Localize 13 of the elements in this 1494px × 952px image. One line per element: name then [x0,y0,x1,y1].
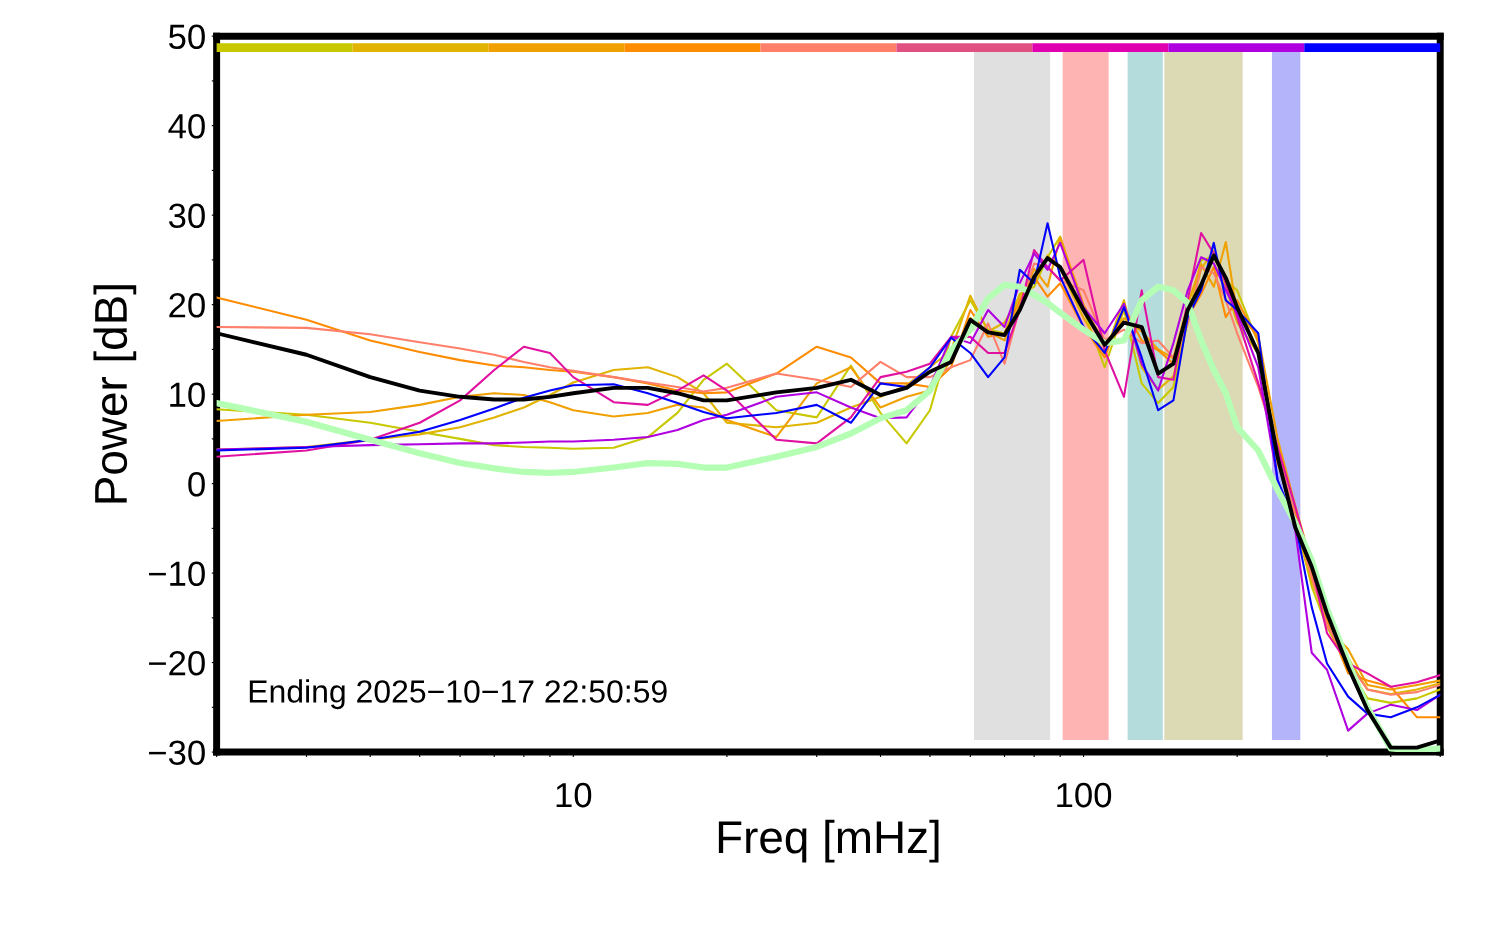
y-tick-label: 50 [168,24,205,50]
y-tick-label: 40 [168,114,205,139]
y-tick-label: 0 [188,471,205,497]
y-tick-label: −30 [149,740,205,765]
x-axis-title: Freq [mHz] [718,819,939,863]
y-tick-label: −20 [149,650,205,676]
x-tick-label: 100 [1057,782,1112,808]
annotation: Ending 2025−10−17 22:50:59 [249,679,667,710]
y-tick-label: 30 [168,203,205,229]
y-tick-label: −10 [149,561,205,587]
y-axis-title: Power [dB] [93,285,137,503]
y-tick-label: 10 [170,382,205,408]
y-tick-label: 20 [169,292,205,318]
